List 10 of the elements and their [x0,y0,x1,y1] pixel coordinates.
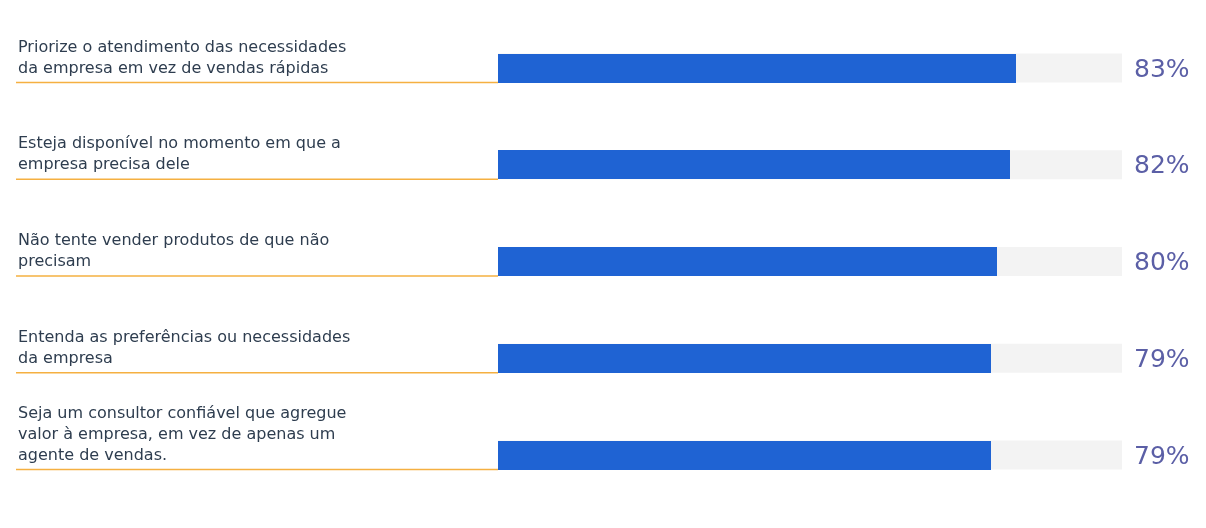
data-label: 83% [1134,54,1190,83]
data-label: 79% [1134,441,1190,470]
y-tick-label: Seja um consultor confiável que agregue valor à empresa, em vez de apenas um agente de vendas. [18,403,347,464]
y-tick-label: Esteja disponível no momento em que a empresa precisa dele [18,133,341,173]
y-tick-label: Não tente vender produtos de que não precisam [18,230,330,270]
data-label: 80% [1134,247,1190,276]
y-tick-label: Priorize o atendimento das necessidades da empresa em vez de vendas rápidas [18,37,347,77]
y-tick-label: Entenda as preferências ou necessidades da empresa [18,327,351,367]
data-label: 79% [1134,344,1190,373]
data-label: 82% [1134,150,1190,179]
